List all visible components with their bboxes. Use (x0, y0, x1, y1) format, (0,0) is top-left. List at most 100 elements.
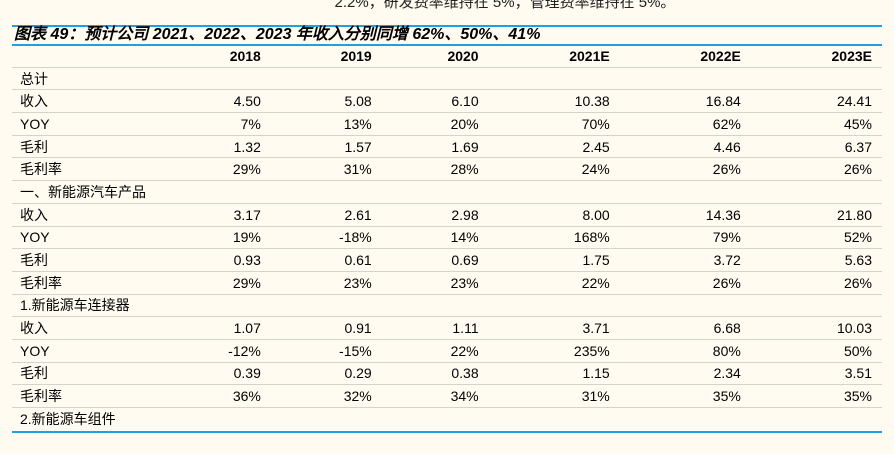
cell-value: 26% (619, 271, 751, 295)
row-label: 1.新能源车连接器 (12, 294, 160, 318)
cell-value: 3.17 (160, 203, 271, 227)
section-row: 一、新能源汽车产品 (12, 180, 882, 204)
cell-value: 35% (619, 384, 751, 408)
header-year: 2022E (619, 45, 751, 68)
row-label: 收入 (12, 89, 160, 114)
cell-value: 10.38 (488, 89, 620, 114)
cell-value (619, 294, 751, 318)
cell-value: 32% (270, 384, 382, 408)
table-row: YOY 19% -18% 14% 168% 79% 52% (12, 226, 882, 250)
cell-value: 70% (488, 112, 620, 136)
cell-value: 52% (750, 226, 882, 250)
cell-value: 29% (160, 157, 271, 182)
row-label: 毛利率 (12, 271, 160, 295)
cell-value: 168% (488, 226, 620, 250)
section-row: 2.新能源车组件 (12, 408, 882, 430)
caption-top-rule (12, 25, 882, 27)
cell-value (381, 180, 489, 204)
cell-value: 4.46 (619, 135, 751, 159)
cell-value (489, 408, 620, 430)
cell-value: 10.03 (750, 316, 882, 340)
header-year: 2020 (381, 45, 489, 68)
cell-value: 7% (160, 112, 271, 136)
cell-value: 2.98 (381, 203, 489, 227)
cell-value: 50% (750, 339, 882, 363)
cell-value: 22% (381, 339, 489, 363)
cell-value: 3.71 (488, 316, 620, 340)
cell-value (160, 408, 271, 430)
preceding-text: 2.2%，研发费率维持在 5%，管理费率维持在 5%。 (334, 0, 676, 11)
row-label: 毛利 (12, 248, 160, 272)
cell-value: 1.69 (381, 135, 489, 159)
cell-value (270, 67, 382, 91)
cell-value: 0.69 (381, 248, 489, 272)
cell-value: 0.38 (381, 362, 489, 386)
cell-value: 0.29 (270, 362, 382, 386)
cell-value: 2.45 (488, 135, 620, 159)
cell-value: 14.36 (619, 203, 751, 227)
cell-value (270, 294, 382, 318)
cell-value: 31% (270, 157, 382, 182)
cell-value (381, 67, 489, 91)
header-blank (12, 45, 160, 68)
row-label: 收入 (12, 203, 160, 227)
cell-value: 0.93 (160, 248, 271, 272)
cell-value (270, 180, 382, 204)
cell-value (619, 67, 751, 91)
cell-value: -12% (160, 339, 271, 363)
financial-forecast-table: 2018 2019 2020 2021E 2022E 2023E 总计 收入 4.50 5.08… (12, 45, 882, 430)
table-row: 收入 1.07 0.91 1.11 3.71 6.68 10.03 (12, 316, 882, 340)
cell-value (271, 408, 382, 430)
cell-value: 23% (270, 271, 382, 295)
cell-value (619, 180, 751, 204)
cell-value (160, 67, 271, 91)
cell-value (160, 294, 271, 318)
row-label: 毛利 (12, 362, 160, 386)
row-label: 毛利率 (12, 384, 160, 408)
cell-value: -15% (270, 339, 382, 363)
row-label: YOY (12, 226, 160, 250)
cell-value: 1.57 (270, 135, 382, 159)
header-year: 2018 (160, 45, 271, 68)
cell-value (488, 67, 620, 91)
cell-value: 0.91 (270, 316, 382, 340)
table-row: 毛利 1.32 1.57 1.69 2.45 4.46 6.37 (12, 135, 882, 159)
cell-value: 31% (488, 384, 620, 408)
cell-value: 28% (381, 157, 489, 182)
row-label: 收入 (12, 316, 160, 340)
section-row: 总计 (12, 67, 882, 91)
cell-value (381, 294, 489, 318)
cell-value (160, 180, 271, 204)
cell-value: 1.15 (488, 362, 620, 386)
header-year: 2021E (488, 45, 620, 68)
cell-value: 80% (619, 339, 751, 363)
table-row: 毛利率 36% 32% 34% 31% 35% 35% (12, 384, 882, 408)
header-year: 2019 (270, 45, 382, 68)
cell-value: 35% (750, 384, 882, 408)
cell-value: 26% (750, 271, 882, 295)
cell-value: 5.08 (270, 89, 382, 114)
cell-value: 24.41 (750, 89, 882, 114)
cell-value: 26% (750, 157, 882, 182)
table-row: YOY 7% 13% 20% 70% 62% 45% (12, 112, 882, 136)
header-row: 2018 2019 2020 2021E 2022E 2023E (12, 45, 882, 68)
table-caption: 图表 49：预计公司 2021、2022、2023 年收入分别同增 62%、50… (14, 26, 541, 43)
cell-value (382, 408, 489, 430)
header-year: 2023E (750, 45, 882, 68)
section-row: 1.新能源车连接器 (12, 294, 882, 318)
table-row: 毛利率 29% 23% 23% 22% 26% 26% (12, 271, 882, 295)
cell-value: 8.00 (488, 203, 620, 227)
cell-value (750, 67, 882, 91)
cell-value: 16.84 (619, 89, 751, 114)
cell-value (750, 180, 882, 204)
table-row: YOY -12% -15% 22% 235% 80% 50% (12, 339, 882, 363)
row-label: 总计 (12, 67, 160, 91)
cell-value: 79% (619, 226, 751, 250)
cell-value: 1.75 (488, 248, 620, 272)
table-row: 收入 4.50 5.08 6.10 10.38 16.84 24.41 (12, 89, 882, 114)
cell-value: 0.39 (160, 362, 271, 386)
cell-value: 235% (488, 339, 620, 363)
cell-value (488, 180, 620, 204)
cell-value: 1.32 (160, 135, 271, 159)
cell-value: 2.34 (619, 362, 751, 386)
